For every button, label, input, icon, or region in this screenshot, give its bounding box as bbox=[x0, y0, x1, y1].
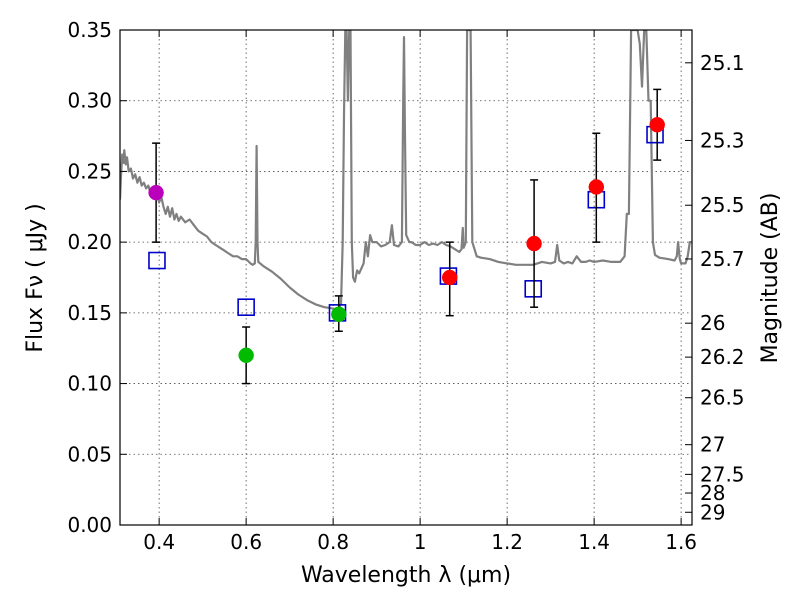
magnitude-tick-label: 25.3 bbox=[700, 128, 745, 152]
y-tick-label: 0.05 bbox=[67, 442, 112, 466]
magnitude-tick-label: 25.5 bbox=[700, 193, 745, 217]
observed-point bbox=[148, 184, 164, 201]
model-point-square bbox=[148, 251, 166, 270]
magnitude-tick-label: 26.2 bbox=[700, 345, 745, 369]
observed-point bbox=[441, 269, 458, 286]
observed-point bbox=[331, 306, 347, 323]
y-tick-label: 0.10 bbox=[67, 372, 112, 396]
magnitude-tick-label: 25.7 bbox=[700, 247, 745, 271]
magnitude-tick-label: 26 bbox=[700, 311, 725, 335]
y-tick-label: 0.30 bbox=[67, 89, 112, 113]
x-tick-label: 0.8 bbox=[317, 530, 349, 554]
y-axis-ticks: 0.00 0.05 0.10 0.15 0.20 0.25 0.30 0.35 bbox=[67, 18, 127, 537]
x-tick-label: 1.4 bbox=[578, 530, 610, 554]
magnitude-tick-label: 28 bbox=[700, 481, 725, 505]
observed-point bbox=[588, 179, 605, 195]
x-axis-label: Wavelength λ (μm) bbox=[301, 563, 511, 588]
template-spectrum bbox=[120, 30, 692, 312]
y-axis-label: Flux Fν ( μJy ) bbox=[23, 203, 48, 352]
y-tick-label: 0.00 bbox=[67, 513, 112, 537]
x-tick-label: 1 bbox=[414, 530, 427, 554]
magnitude-axis-label: Magnitude (AB) bbox=[758, 193, 783, 364]
observed-photometry bbox=[148, 88, 665, 385]
x-tick-label: 1.2 bbox=[491, 530, 523, 554]
model-point-square bbox=[524, 280, 543, 298]
y-tick-label: 0.20 bbox=[67, 230, 112, 254]
x-tick-label: 1.6 bbox=[665, 530, 697, 554]
x-tick-label: 0.4 bbox=[143, 530, 175, 554]
model-point-square bbox=[237, 298, 255, 317]
y-tick-label: 0.15 bbox=[67, 301, 112, 325]
observed-point bbox=[649, 117, 665, 133]
magnitude-tick-label: 27.5 bbox=[700, 462, 745, 486]
x-tick-label: 0.6 bbox=[230, 530, 262, 554]
plot-frame bbox=[119, 29, 693, 526]
magnitude-tick-label: 25.1 bbox=[700, 51, 745, 75]
y-tick-label: 0.25 bbox=[67, 159, 112, 183]
magnitude-tick-label: 26.5 bbox=[700, 386, 745, 410]
observed-point bbox=[526, 235, 542, 252]
magnitude-tick-label: 27 bbox=[700, 433, 725, 457]
magnitude-tick-label: 29 bbox=[700, 500, 725, 524]
x-axis-ticks: 0.4 0.6 0.8 1 1.2 1.4 1.6 bbox=[143, 30, 697, 554]
y-tick-label: 0.35 bbox=[67, 18, 112, 42]
spectrum-line bbox=[120, 30, 692, 312]
grid-lines bbox=[120, 30, 692, 525]
observed-point bbox=[238, 347, 254, 364]
